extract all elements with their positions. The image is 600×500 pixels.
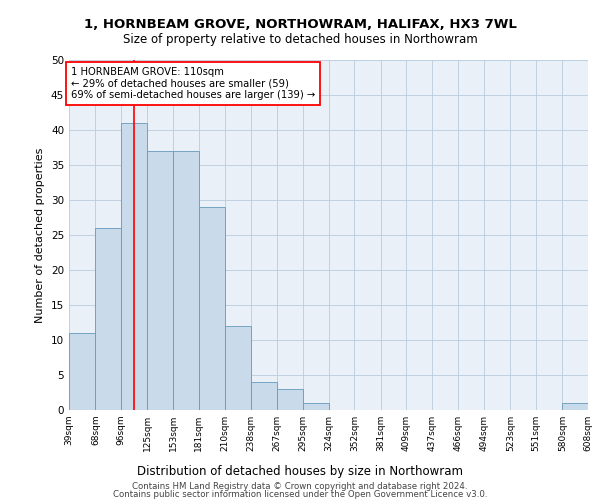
Bar: [148, 151, 173, 410]
Bar: [251, 382, 277, 410]
Bar: [302, 403, 329, 410]
Text: 1 HORNBEAM GROVE: 110sqm
← 29% of detached houses are smaller (59)
69% of semi-d: 1 HORNBEAM GROVE: 110sqm ← 29% of detach…: [71, 67, 315, 100]
Text: Size of property relative to detached houses in Northowram: Size of property relative to detached ho…: [122, 32, 478, 46]
Bar: [95, 228, 121, 410]
Bar: [562, 403, 588, 410]
Y-axis label: Number of detached properties: Number of detached properties: [35, 148, 46, 322]
Bar: [225, 326, 251, 410]
Text: Contains HM Land Registry data © Crown copyright and database right 2024.: Contains HM Land Registry data © Crown c…: [132, 482, 468, 491]
Bar: [199, 207, 225, 410]
Bar: [69, 333, 95, 410]
Text: Distribution of detached houses by size in Northowram: Distribution of detached houses by size …: [137, 464, 463, 477]
Text: Contains public sector information licensed under the Open Government Licence v3: Contains public sector information licen…: [113, 490, 487, 499]
Bar: [121, 123, 148, 410]
Bar: [173, 151, 199, 410]
Bar: [277, 389, 302, 410]
Text: 1, HORNBEAM GROVE, NORTHOWRAM, HALIFAX, HX3 7WL: 1, HORNBEAM GROVE, NORTHOWRAM, HALIFAX, …: [83, 18, 517, 30]
